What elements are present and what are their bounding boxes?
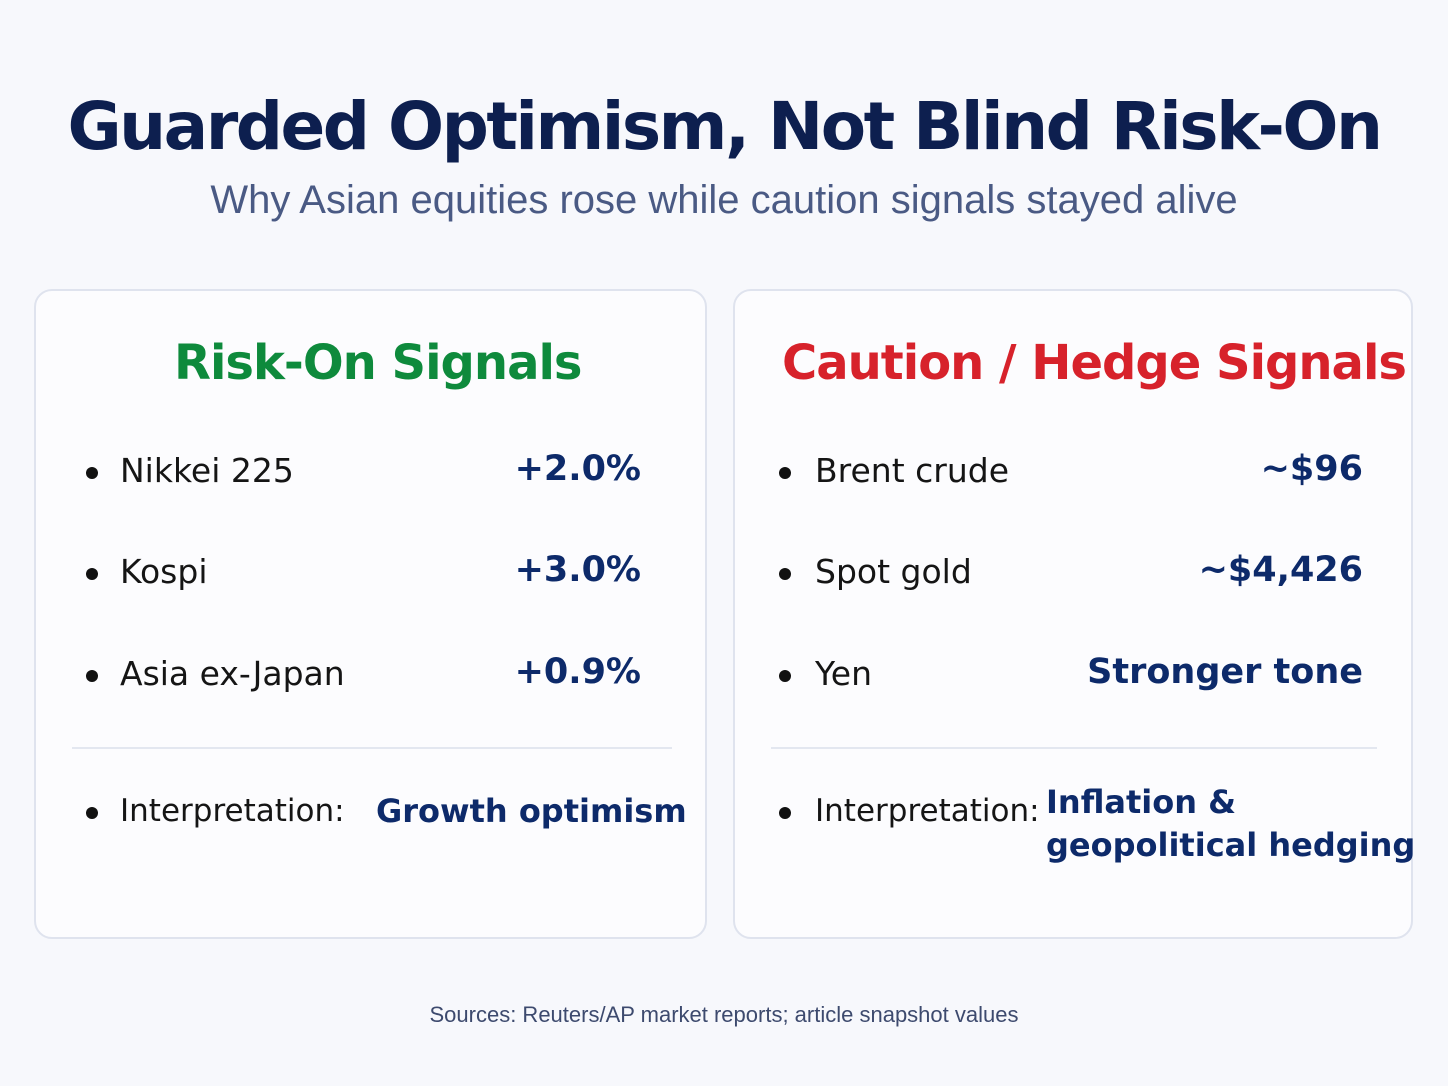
divider: [771, 747, 1377, 749]
caution-heading: Caution / Hedge Signals: [782, 335, 1407, 391]
item-value: Stronger tone: [1087, 652, 1363, 692]
bullet-icon: [86, 807, 98, 819]
page-subtitle: Why Asian equities rose while caution si…: [210, 178, 1238, 222]
risk-on-panel: Risk-On Signals Nikkei 225 +2.0% Kospi +…: [34, 289, 707, 939]
item-value: ~$4,426: [1198, 550, 1363, 590]
list-item: Brent crude ~$96: [735, 443, 1411, 503]
risk-on-heading: Risk-On Signals: [174, 335, 582, 391]
bullet-icon: [86, 670, 98, 682]
interpretation-value-line: geopolitical hedging: [1046, 826, 1416, 864]
item-label: Nikkei 225: [120, 451, 294, 490]
item-value: +2.0%: [514, 449, 641, 489]
bullet-icon: [779, 467, 791, 479]
bullet-icon: [86, 568, 98, 580]
divider: [72, 747, 672, 749]
item-value: +0.9%: [514, 652, 641, 692]
page-title: Guarded Optimism, Not Blind Risk-On: [67, 88, 1383, 165]
interpretation-value: Inflation & geopolitical hedging: [1046, 781, 1415, 867]
interpretation-value-line: Inflation &: [1046, 783, 1237, 821]
bullet-icon: [779, 670, 791, 682]
item-value: +3.0%: [514, 550, 641, 590]
interpretation-label: Interpretation:: [815, 793, 1040, 829]
item-label: Yen: [815, 654, 872, 693]
bullet-icon: [86, 467, 98, 479]
item-label: Kospi: [120, 552, 208, 591]
bullet-icon: [779, 568, 791, 580]
bullet-icon: [779, 807, 791, 819]
list-item: Spot gold ~$4,426: [735, 544, 1411, 604]
sources-footnote: Sources: Reuters/AP market reports; arti…: [429, 1002, 1019, 1027]
item-label: Brent crude: [815, 451, 1010, 490]
list-item: Nikkei 225 +2.0%: [36, 443, 705, 503]
interpretation-row: Interpretation: Growth optimism: [36, 783, 705, 843]
list-item: Yen Stronger tone: [735, 646, 1411, 706]
list-item: Asia ex-Japan +0.9%: [36, 646, 705, 706]
interpretation-row: Interpretation: Inflation & geopolitical…: [735, 783, 1415, 883]
interpretation-value: Growth optimism: [376, 792, 687, 830]
item-label: Asia ex-Japan: [120, 654, 345, 693]
list-item: Kospi +3.0%: [36, 544, 705, 604]
item-label: Spot gold: [815, 552, 972, 591]
caution-panel: Caution / Hedge Signals Brent crude ~$96…: [733, 289, 1415, 939]
interpretation-label: Interpretation:: [120, 793, 345, 829]
item-value: ~$96: [1260, 449, 1363, 489]
